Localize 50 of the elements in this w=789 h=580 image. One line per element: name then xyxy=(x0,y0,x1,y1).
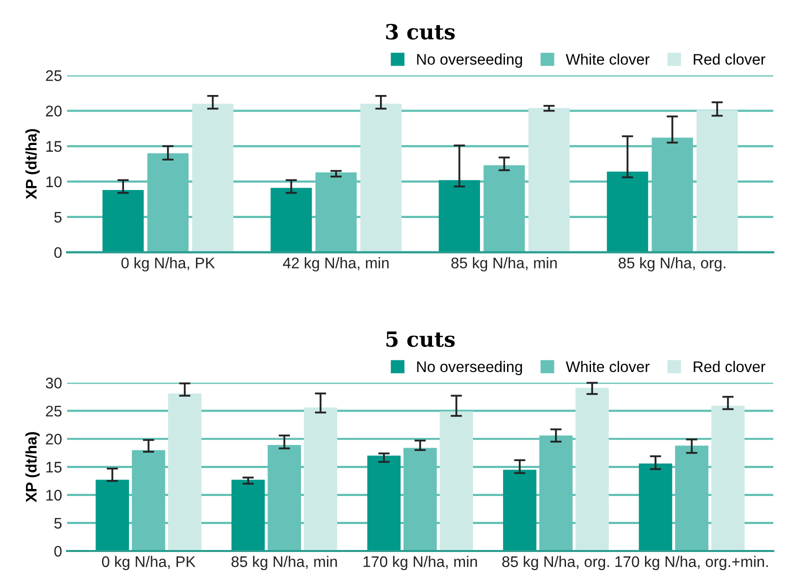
y-axis-title: XP (dt/ha) xyxy=(25,432,40,502)
bar xyxy=(304,407,338,551)
x-tick-label: 85 kg N/ha, min xyxy=(232,556,337,570)
legend-label: White clover xyxy=(566,54,650,65)
chart-title: 3 cuts xyxy=(386,24,455,40)
x-tick-label: 0 kg N/ha, PK xyxy=(102,556,196,570)
bar xyxy=(102,190,144,252)
bar xyxy=(711,406,745,551)
x-tick-label: 170 kg N/ha, org.+min. xyxy=(615,556,768,570)
y-tick-label: 25 xyxy=(46,70,62,82)
bar xyxy=(575,388,609,551)
x-tick-label: 42 kg N/ha, min xyxy=(282,257,389,272)
y-tick-label: 15 xyxy=(46,462,62,473)
x-tick-label: 85 kg N/ha, min xyxy=(451,257,557,272)
bar xyxy=(440,411,474,551)
bar xyxy=(192,104,234,252)
y-tick-label: 30 xyxy=(46,378,62,388)
y-tick-label: 5 xyxy=(54,212,62,223)
x-tick-label: 170 kg N/ha, min xyxy=(364,556,477,570)
bar xyxy=(696,110,738,252)
chart-title: 5 cuts xyxy=(386,332,455,347)
y-tick-label: 0 xyxy=(54,247,62,258)
x-tick-label: 0 kg N/ha, PK xyxy=(121,257,215,272)
y-tick-label: 15 xyxy=(46,141,62,152)
legend-label: No overseeding xyxy=(417,54,522,68)
bar xyxy=(270,188,312,252)
y-tick-label: 10 xyxy=(46,490,62,501)
bar xyxy=(606,172,648,252)
x-tick-label: 85 kg N/ha, org. xyxy=(618,257,726,272)
legend-label: Red clover xyxy=(694,54,766,65)
y-tick-label: 0 xyxy=(54,546,62,557)
y-tick-label: 10 xyxy=(46,176,62,188)
legend-label: Red clover xyxy=(694,360,766,372)
y-tick-label: 5 xyxy=(54,518,62,529)
bar xyxy=(438,180,480,252)
bar xyxy=(231,480,265,551)
y-tick-label: 20 xyxy=(46,106,62,116)
y-axis-title: XP (dt/ha) xyxy=(25,129,40,200)
bar xyxy=(503,470,536,551)
y-tick-label: 20 xyxy=(46,434,62,445)
legend-label: White clover xyxy=(566,360,650,372)
x-tick-label: 85 kg N/ha, org. xyxy=(502,556,609,570)
bar xyxy=(168,393,202,551)
legend-label: No overseeding xyxy=(417,360,522,376)
bar xyxy=(96,480,129,551)
y-tick-label: 25 xyxy=(46,406,62,417)
bar xyxy=(528,108,570,252)
bar xyxy=(367,456,401,551)
bar xyxy=(360,104,402,252)
bar xyxy=(638,464,672,551)
